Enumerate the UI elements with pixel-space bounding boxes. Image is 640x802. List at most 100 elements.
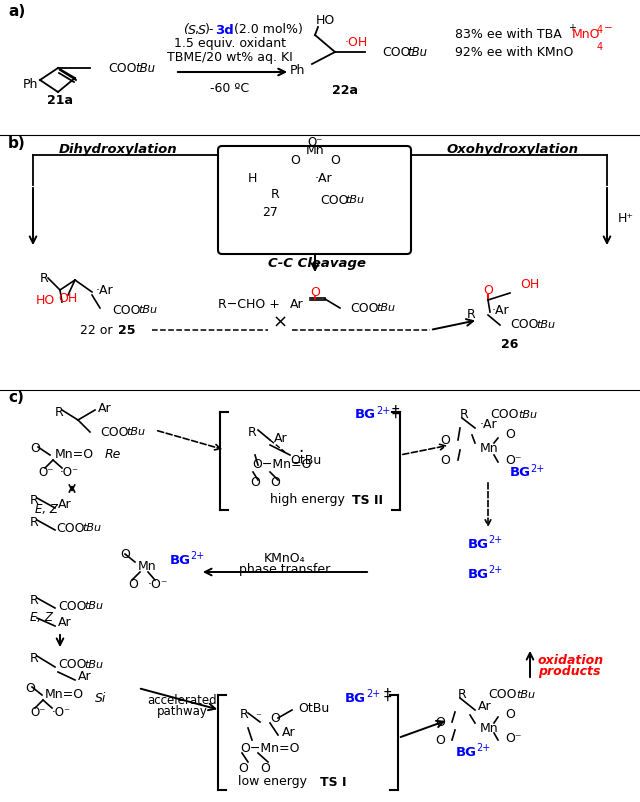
Text: Ar: Ar bbox=[282, 727, 296, 739]
Text: R−CHO +: R−CHO + bbox=[218, 298, 280, 311]
Text: ,: , bbox=[195, 23, 199, 37]
Text: O: O bbox=[290, 153, 300, 167]
Text: (: ( bbox=[183, 23, 188, 37]
Text: 83% ee with TBA: 83% ee with TBA bbox=[455, 29, 562, 42]
Text: ×: × bbox=[273, 314, 287, 332]
Text: COO: COO bbox=[488, 688, 516, 702]
Text: O−Mn=O: O−Mn=O bbox=[240, 742, 300, 755]
Text: ‡: ‡ bbox=[392, 404, 399, 419]
Text: COO: COO bbox=[108, 62, 136, 75]
Text: O⁻: O⁻ bbox=[505, 453, 522, 467]
Text: Mn: Mn bbox=[480, 722, 499, 735]
Text: S: S bbox=[198, 23, 206, 37]
Text: tBu: tBu bbox=[84, 660, 103, 670]
Text: ⁻: ⁻ bbox=[255, 712, 261, 722]
Text: ·Ar: ·Ar bbox=[96, 283, 114, 297]
Text: TS I: TS I bbox=[320, 776, 346, 788]
Text: Mn: Mn bbox=[306, 144, 324, 156]
Text: MnO: MnO bbox=[572, 29, 600, 42]
Text: HO: HO bbox=[36, 294, 55, 306]
Text: ·O⁻: ·O⁻ bbox=[148, 577, 168, 590]
Text: O⁻: O⁻ bbox=[30, 706, 45, 719]
Text: ·OH: ·OH bbox=[345, 35, 368, 48]
Text: TBME/20 wt% aq. KI: TBME/20 wt% aq. KI bbox=[167, 51, 293, 63]
Text: Oxohydroxylation: Oxohydroxylation bbox=[447, 144, 579, 156]
Text: 2+: 2+ bbox=[376, 406, 390, 416]
Text: tBu: tBu bbox=[84, 601, 103, 611]
Text: COO: COO bbox=[350, 302, 378, 314]
Text: ·O⁻: ·O⁻ bbox=[52, 706, 71, 719]
Text: a): a) bbox=[8, 3, 25, 18]
FancyBboxPatch shape bbox=[218, 146, 411, 254]
Text: OH: OH bbox=[58, 291, 77, 305]
Text: Si: Si bbox=[95, 691, 106, 704]
Text: COO: COO bbox=[58, 600, 86, 613]
Text: pathway: pathway bbox=[157, 706, 207, 719]
Text: BG: BG bbox=[345, 691, 366, 704]
Text: Mn=O: Mn=O bbox=[55, 448, 94, 461]
Text: O: O bbox=[505, 708, 515, 722]
Text: COO: COO bbox=[320, 193, 349, 206]
Text: Ar: Ar bbox=[58, 499, 72, 512]
Text: −: − bbox=[604, 23, 612, 33]
Text: COO: COO bbox=[56, 521, 84, 534]
Text: 2+: 2+ bbox=[190, 551, 204, 561]
Text: 26: 26 bbox=[501, 338, 518, 351]
Text: H: H bbox=[247, 172, 257, 184]
Text: R: R bbox=[30, 516, 39, 529]
Text: O: O bbox=[30, 441, 40, 455]
Text: R: R bbox=[458, 688, 467, 702]
Text: O⁻: O⁻ bbox=[505, 731, 522, 744]
Text: O: O bbox=[238, 762, 248, 775]
Text: O: O bbox=[440, 453, 450, 467]
Text: ·Ar: ·Ar bbox=[315, 172, 333, 184]
Text: O: O bbox=[330, 153, 340, 167]
Text: H⁺: H⁺ bbox=[618, 212, 634, 225]
Text: +: + bbox=[568, 23, 576, 33]
Text: 2+: 2+ bbox=[530, 464, 544, 474]
Text: R: R bbox=[55, 406, 64, 419]
Text: 92% ee with KMnO: 92% ee with KMnO bbox=[455, 46, 573, 59]
Text: (2.0 mol%): (2.0 mol%) bbox=[230, 23, 303, 37]
Text: COO: COO bbox=[58, 658, 86, 671]
Text: COO: COO bbox=[490, 408, 518, 422]
Text: O: O bbox=[505, 428, 515, 441]
Text: BG: BG bbox=[355, 408, 376, 422]
Text: 2+: 2+ bbox=[366, 689, 380, 699]
Text: O: O bbox=[128, 577, 138, 590]
Text: ·: · bbox=[298, 443, 303, 461]
Text: O: O bbox=[483, 283, 493, 297]
Text: tBu: tBu bbox=[345, 195, 364, 205]
Text: O: O bbox=[25, 682, 35, 695]
Text: 1.5 equiv. oxidant: 1.5 equiv. oxidant bbox=[174, 38, 286, 51]
Text: products: products bbox=[538, 666, 600, 678]
Text: R: R bbox=[40, 272, 49, 285]
Text: c): c) bbox=[8, 391, 24, 406]
Text: tBu: tBu bbox=[536, 320, 555, 330]
Text: )-: )- bbox=[205, 23, 214, 37]
Text: BG: BG bbox=[468, 569, 489, 581]
Text: O: O bbox=[250, 476, 260, 489]
Text: Ar: Ar bbox=[478, 700, 492, 714]
Text: O: O bbox=[440, 434, 450, 447]
Text: S: S bbox=[188, 23, 196, 37]
Text: 2+: 2+ bbox=[476, 743, 490, 753]
Text: O−Mn=O: O−Mn=O bbox=[252, 459, 312, 472]
Text: tBu: tBu bbox=[138, 305, 157, 315]
Text: OtBu: OtBu bbox=[298, 702, 329, 715]
Text: tBu: tBu bbox=[518, 410, 537, 420]
Text: 22 or: 22 or bbox=[80, 323, 116, 337]
Text: Ar: Ar bbox=[98, 402, 111, 415]
Text: 22a: 22a bbox=[332, 83, 358, 96]
Text: COO: COO bbox=[100, 426, 129, 439]
Text: BG: BG bbox=[510, 467, 531, 480]
Text: Mn: Mn bbox=[138, 561, 157, 573]
Text: high energy: high energy bbox=[270, 493, 349, 507]
Text: 2+: 2+ bbox=[488, 565, 502, 575]
Text: Re: Re bbox=[105, 448, 122, 461]
Text: low energy: low energy bbox=[238, 776, 311, 788]
Text: OH: OH bbox=[520, 278, 540, 291]
Text: 25: 25 bbox=[118, 323, 136, 337]
Text: E, Z: E, Z bbox=[30, 611, 53, 625]
Text: OtBu: OtBu bbox=[290, 453, 321, 467]
